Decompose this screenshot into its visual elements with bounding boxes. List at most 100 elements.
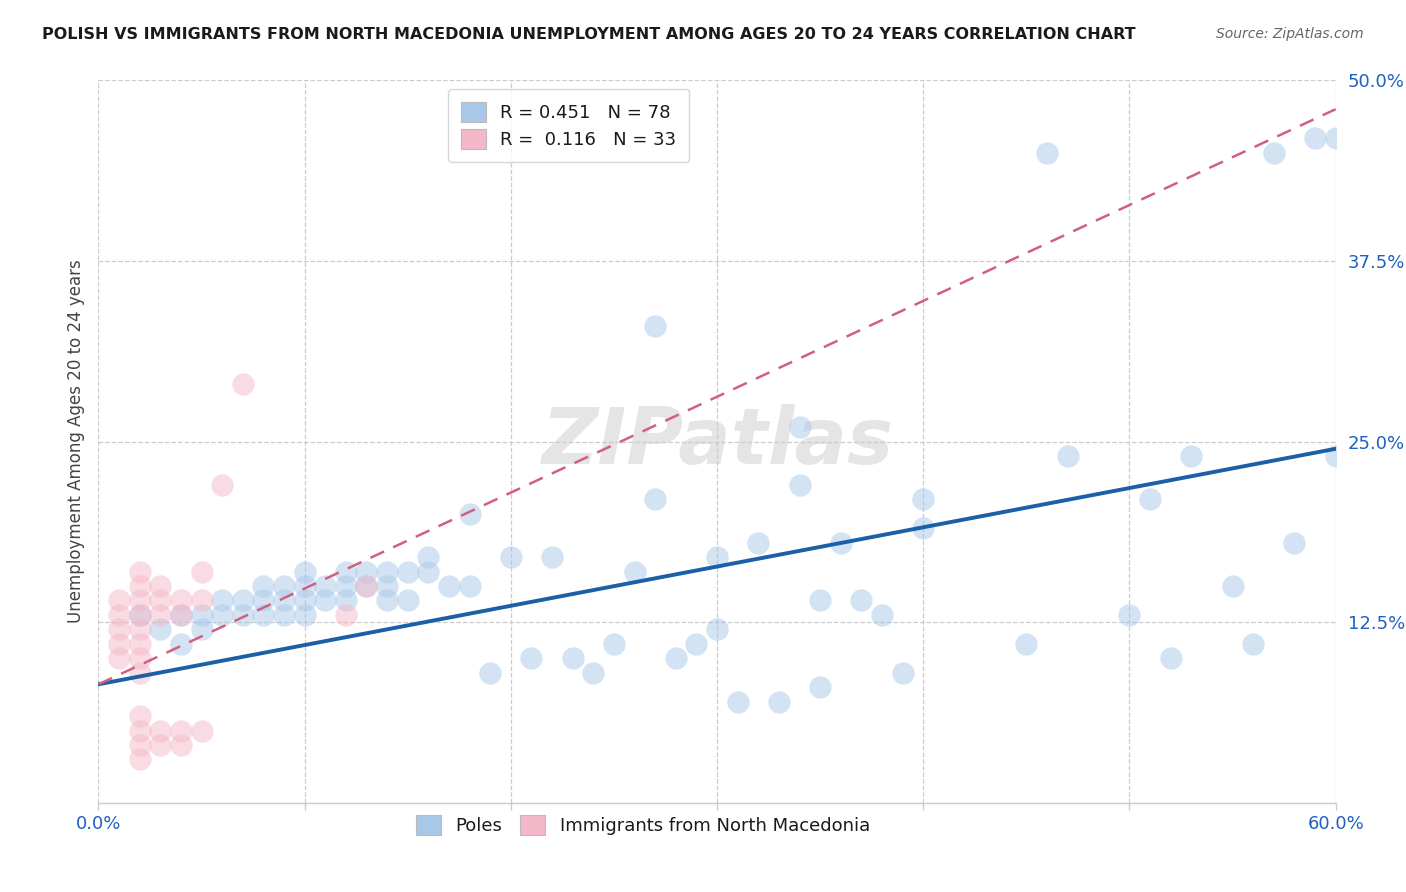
Point [396, 593, 419, 607]
Point [128, 709, 150, 723]
Point [128, 607, 150, 622]
Point [108, 607, 131, 622]
Point [128, 565, 150, 579]
Point [149, 623, 172, 637]
Point [418, 550, 440, 565]
Point [211, 478, 233, 492]
Point [335, 565, 357, 579]
Point [108, 593, 131, 607]
Point [211, 593, 233, 607]
Point [252, 579, 274, 593]
Point [375, 579, 398, 593]
Point [170, 607, 193, 622]
Point [232, 607, 254, 622]
Point [1303, 131, 1326, 145]
Point [1324, 131, 1347, 145]
Point [356, 579, 378, 593]
Point [149, 593, 172, 607]
Point [273, 607, 295, 622]
Point [1015, 637, 1038, 651]
Point [706, 623, 728, 637]
Point [128, 651, 150, 665]
Point [685, 637, 707, 651]
Point [830, 535, 852, 549]
Point [273, 593, 295, 607]
Point [1056, 449, 1078, 463]
Point [294, 607, 316, 622]
Point [108, 651, 131, 665]
Point [128, 637, 150, 651]
Point [1118, 607, 1140, 622]
Point [747, 535, 769, 549]
Point [644, 318, 666, 333]
Point [190, 565, 212, 579]
Point [294, 565, 316, 579]
Point [190, 723, 212, 738]
Point [170, 738, 193, 752]
Point [232, 376, 254, 391]
Point [294, 579, 316, 593]
Point [1180, 449, 1202, 463]
Point [582, 665, 605, 680]
Point [108, 623, 131, 637]
Point [851, 593, 873, 607]
Point [541, 550, 564, 565]
Point [479, 665, 502, 680]
Point [170, 723, 193, 738]
Point [252, 607, 274, 622]
Point [891, 665, 914, 680]
Point [314, 579, 336, 593]
Point [149, 723, 172, 738]
Point [375, 565, 398, 579]
Point [128, 738, 150, 752]
Point [252, 593, 274, 607]
Point [128, 623, 150, 637]
Point [870, 607, 893, 622]
Point [499, 550, 522, 565]
Point [294, 593, 316, 607]
Point [273, 579, 295, 593]
Point [335, 593, 357, 607]
Point [1263, 145, 1285, 160]
Point [1241, 637, 1264, 651]
Point [1036, 145, 1059, 160]
Point [335, 607, 357, 622]
Point [335, 579, 357, 593]
Point [458, 507, 481, 521]
Point [644, 492, 666, 507]
Point [314, 593, 336, 607]
Text: Source: ZipAtlas.com: Source: ZipAtlas.com [1216, 27, 1364, 41]
Point [190, 607, 212, 622]
Point [170, 637, 193, 651]
Point [789, 420, 811, 434]
Point [108, 637, 131, 651]
Point [458, 579, 481, 593]
Point [211, 607, 233, 622]
Point [190, 593, 212, 607]
Point [375, 593, 398, 607]
Point [356, 579, 378, 593]
Point [789, 478, 811, 492]
Point [1222, 579, 1244, 593]
Point [1284, 535, 1306, 549]
Point [808, 680, 831, 694]
Y-axis label: Unemployment Among Ages 20 to 24 years: Unemployment Among Ages 20 to 24 years [66, 260, 84, 624]
Point [149, 607, 172, 622]
Point [149, 738, 172, 752]
Point [437, 579, 460, 593]
Text: ZIPatlas: ZIPatlas [541, 403, 893, 480]
Point [170, 593, 193, 607]
Point [190, 623, 212, 637]
Point [768, 695, 790, 709]
Text: POLISH VS IMMIGRANTS FROM NORTH MACEDONIA UNEMPLOYMENT AMONG AGES 20 TO 24 YEARS: POLISH VS IMMIGRANTS FROM NORTH MACEDONI… [42, 27, 1136, 42]
Point [418, 565, 440, 579]
Point [128, 723, 150, 738]
Point [356, 565, 378, 579]
Point [1139, 492, 1161, 507]
Point [232, 593, 254, 607]
Point [561, 651, 583, 665]
Point [912, 492, 935, 507]
Point [128, 579, 150, 593]
Point [808, 593, 831, 607]
Point [396, 565, 419, 579]
